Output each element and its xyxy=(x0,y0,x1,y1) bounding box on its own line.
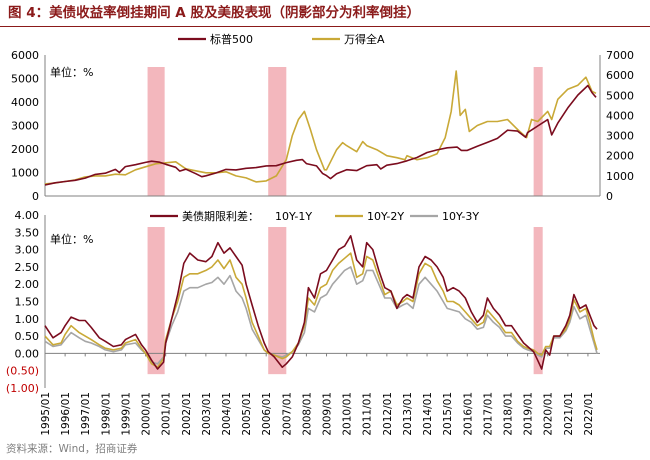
bottom-x-tick-label: 1997/01 xyxy=(80,392,92,436)
bottom-x-tick-label: 2007/01 xyxy=(281,392,293,436)
bottom-x-tick-label: 2008/01 xyxy=(301,392,313,436)
bottom-x-tick-label: 2013/01 xyxy=(402,392,414,436)
legend-label-10y-1y: 10Y-1Y xyxy=(275,210,312,223)
top-legend: 标普500 万得全A xyxy=(178,32,385,46)
bottom-x-tick-label: 2006/01 xyxy=(261,392,273,436)
bottom-x-tick-label: 2011/01 xyxy=(362,392,374,436)
bottom-y-tick-label: 3.00 xyxy=(15,244,40,257)
legend-label-wind-a: 万得全A xyxy=(344,32,385,46)
top-right-tick-label: 2000 xyxy=(606,150,634,163)
bottom-x-tick-label: 2022/01 xyxy=(583,392,595,436)
bottom-y-tick-label: 0.00 xyxy=(15,347,40,360)
top-right-tick-labels: 0 1000 2000 3000 4000 5000 6000 7000 xyxy=(606,49,634,203)
legend-prefix: 美债期限利差： xyxy=(182,209,259,223)
bottom-unit-label: 单位：% xyxy=(50,232,93,246)
inversion-shade-top-1 xyxy=(268,67,287,196)
bottom-y-tick-label: (0.50) xyxy=(6,365,39,378)
inversion-shade-top-2 xyxy=(533,67,543,196)
top-right-tick-label: 5000 xyxy=(606,89,634,102)
series-line-10y-3y xyxy=(44,266,598,365)
bottom-x-tick-label: 2001/01 xyxy=(161,392,173,436)
top-left-tick-label: 1000 xyxy=(11,167,39,180)
bottom-x-tick-label: 1999/01 xyxy=(120,392,132,436)
bottom-x-tick-label: 1995/01 xyxy=(40,392,52,436)
bottom-x-tick-labels: 1995/01 1996/01 1997/01 1998/01 1999/01 2000/… xyxy=(40,353,595,436)
bottom-y-tick-label: 2.50 xyxy=(15,261,40,274)
bottom-x-tick-label: 2004/01 xyxy=(221,392,233,436)
bottom-y-tick-label: 1.00 xyxy=(15,313,40,326)
bottom-y-tick-label: (1.00) xyxy=(6,382,39,395)
bottom-x-tick-label: 2021/01 xyxy=(563,392,575,436)
inversion-shade-top-0 xyxy=(147,67,165,196)
top-left-tick-label: 0 xyxy=(32,190,39,203)
legend-label-10y-3y: 10Y-3Y xyxy=(442,210,479,223)
top-right-tick-label: 7000 xyxy=(606,49,634,62)
bottom-x-tick-label: 2000/01 xyxy=(141,392,153,436)
bottom-y-tick-label: 0.50 xyxy=(15,330,40,343)
top-right-tick-label: 4000 xyxy=(606,109,634,122)
bottom-legend: 美债期限利差： 10Y-1Y 10Y-2Y 10Y-3Y xyxy=(150,209,479,223)
bottom-x-tick-label: 2002/01 xyxy=(181,392,193,436)
top-left-tick-label: 2000 xyxy=(11,143,39,156)
figure-title: 图 4：美债收益率倒挂期间 A 股及美股表现（阴影部分为利率倒挂） xyxy=(8,5,420,21)
bottom-x-tick-label: 2003/01 xyxy=(201,392,213,436)
bottom-series-lines xyxy=(44,235,598,370)
bottom-y-tick-labels: (1.00) (0.50) 0.00 0.50 1.00 1.50 2.00 2.50 3.00… xyxy=(6,209,39,395)
top-left-tick-label: 5000 xyxy=(11,73,39,86)
bottom-x-tick-label: 2015/01 xyxy=(442,392,454,436)
inversion-shade-bottom-1 xyxy=(268,227,287,375)
bottom-x-tick-label: 1998/01 xyxy=(100,392,112,436)
bottom-y-tick-label: 3.50 xyxy=(15,226,40,239)
bottom-x-tick-label: 1996/01 xyxy=(60,392,72,436)
bottom-x-tick-label: 2017/01 xyxy=(482,392,494,436)
inversion-shade-bottom-2 xyxy=(533,227,543,375)
bottom-x-tick-label: 2010/01 xyxy=(342,392,354,436)
series-line-10y-2y xyxy=(44,252,598,368)
bottom-x-tick-label: 2009/01 xyxy=(322,392,334,436)
bottom-x-tick-label: 2020/01 xyxy=(543,392,555,436)
bottom-y-tick-label: 2.00 xyxy=(15,278,40,291)
bottom-y-tick-label: 4.00 xyxy=(15,209,40,222)
legend-label-10y-2y: 10Y-2Y xyxy=(367,210,404,223)
top-left-tick-label: 6000 xyxy=(11,49,39,62)
series-line-sp500 xyxy=(44,84,597,186)
legend-label-sp500: 标普500 xyxy=(210,32,253,46)
title-rule xyxy=(0,26,650,27)
inversion-shade-bottom-0 xyxy=(147,227,165,375)
top-left-tick-labels: 0 1000 2000 3000 4000 5000 6000 xyxy=(11,49,39,203)
top-right-tick-label: 1000 xyxy=(606,170,634,183)
top-inversion-shades xyxy=(147,67,543,196)
top-left-tick-label: 4000 xyxy=(11,96,39,109)
series-line-10y-1y xyxy=(44,235,598,370)
top-right-tick-label: 3000 xyxy=(606,130,634,143)
bottom-x-tick-label: 2014/01 xyxy=(422,392,434,436)
charts-canvas: 0 1000 2000 3000 4000 5000 6000 0 1000 2000 3000 4… xyxy=(6,32,634,436)
bottom-y-tick-label: 1.50 xyxy=(15,296,40,309)
bottom-x-tick-label: 2018/01 xyxy=(503,392,515,436)
top-right-tick-label: 6000 xyxy=(606,69,634,82)
top-series-lines xyxy=(44,70,597,186)
figure-source: 资料来源：Wind，招商证券 xyxy=(6,443,138,455)
bottom-x-tick-label: 2019/01 xyxy=(523,392,535,436)
bottom-inversion-shades xyxy=(147,227,543,375)
top-left-tick-label: 3000 xyxy=(11,120,39,133)
top-right-tick-label: 0 xyxy=(606,190,613,203)
bottom-x-tick-label: 2012/01 xyxy=(382,392,394,436)
bottom-x-tick-label: 2016/01 xyxy=(462,392,474,436)
bottom-x-tick-label: 2005/01 xyxy=(241,392,253,436)
top-unit-label: 单位：% xyxy=(50,65,93,79)
series-line-wind-a xyxy=(44,70,597,185)
